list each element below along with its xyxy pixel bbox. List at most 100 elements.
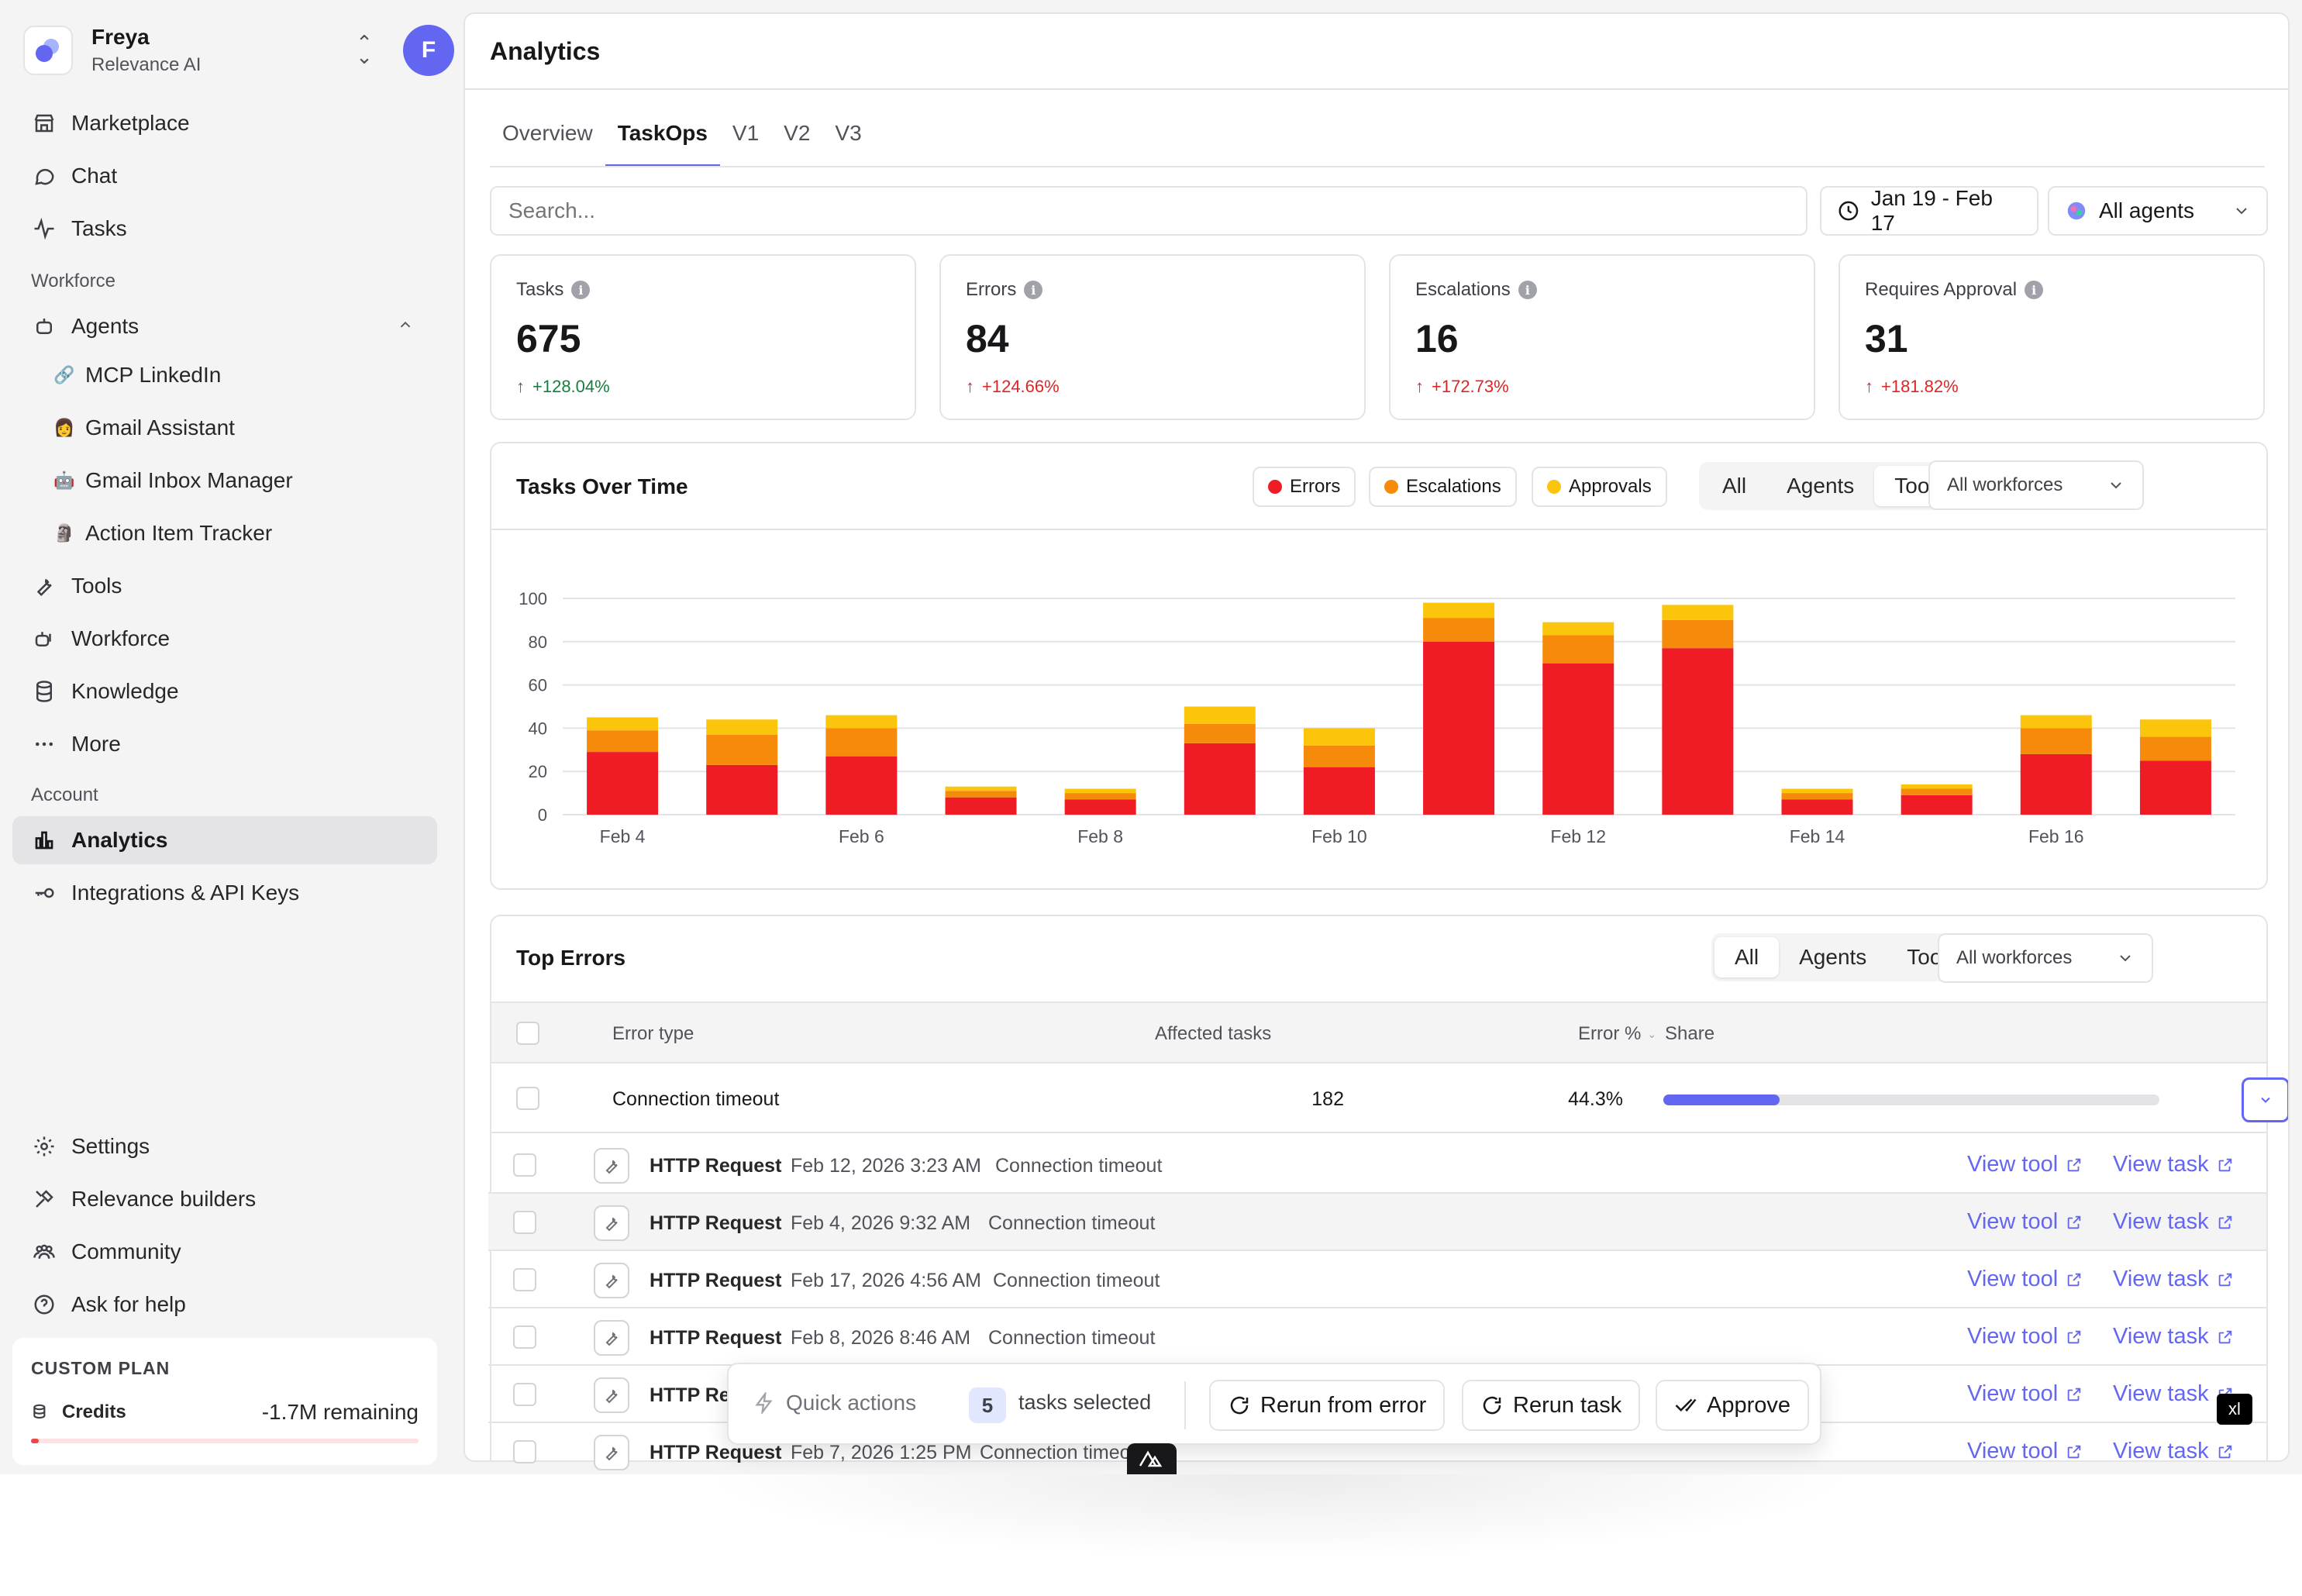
view-tool-link[interactable]: View tool — [1967, 1381, 2083, 1407]
sidebar-item-label: Relevance builders — [71, 1187, 257, 1211]
segment-all[interactable]: All — [1722, 474, 1747, 498]
sidebar-item-chat[interactable]: Chat — [12, 152, 437, 200]
agent-filter-select[interactable]: All agents — [2048, 186, 2268, 236]
bar-errors-feb-16 — [2020, 753, 2092, 815]
sidebar-item-community[interactable]: Community — [12, 1228, 437, 1276]
column-header-affected-tasks[interactable]: Affected tasks — [1155, 1023, 1272, 1044]
select-all-checkbox[interactable] — [516, 1022, 539, 1045]
view-tool-link[interactable]: View tool — [1967, 1209, 2083, 1235]
sidebar-item-marketplace[interactable]: Marketplace — [12, 99, 437, 147]
row-checkbox[interactable] — [513, 1325, 536, 1349]
date-range-button[interactable]: Jan 19 - Feb 17 — [1820, 186, 2038, 236]
view-task-link[interactable]: View task — [2113, 1267, 2234, 1292]
column-header-error-type[interactable]: Error type — [612, 1023, 694, 1044]
segment-all[interactable]: All — [1714, 937, 1780, 977]
table-row[interactable]: HTTP Request Feb 8, 2026 8:46 AM Connectio… — [488, 1308, 2266, 1366]
view-task-link[interactable]: View task — [2113, 1152, 2234, 1177]
view-tool-link[interactable]: View tool — [1967, 1267, 2083, 1292]
sidebar-item-tasks[interactable]: Tasks — [12, 205, 437, 253]
segment-agents[interactable]: Agents — [1799, 945, 1867, 969]
expand-row-button[interactable] — [2242, 1077, 2288, 1122]
view-tool-link[interactable]: View tool — [1967, 1439, 2083, 1464]
bar-errors-feb-14 — [1781, 799, 1853, 815]
row-checkbox[interactable] — [513, 1440, 536, 1463]
info-icon[interactable]: i — [1518, 281, 1537, 299]
org-switcher[interactable]: Freya Relevance AI ⌃ ⌄ F — [23, 23, 454, 78]
sidebar-item-agent-gmail-inbox-manager[interactable]: 🤖 Gmail Inbox Manager — [36, 457, 437, 505]
bar-escalations-feb-5 — [706, 734, 778, 765]
row-checkbox[interactable] — [513, 1383, 536, 1406]
kpi-label: Tasks — [516, 279, 564, 300]
search-input[interactable] — [490, 186, 1807, 236]
agent-filter-label: All agents — [2099, 198, 2194, 222]
sidebar-item-analytics[interactable]: Analytics — [12, 816, 437, 864]
error-group-row[interactable]: Connection timeout 182 44.3% — [491, 1063, 2288, 1133]
wrench-icon — [594, 1377, 629, 1413]
view-tool-link[interactable]: View tool — [1967, 1324, 2083, 1350]
tool-name: HTTP Request — [650, 1327, 782, 1349]
view-task-link[interactable]: View task — [2113, 1439, 2234, 1464]
row-checkbox[interactable] — [513, 1268, 536, 1291]
info-icon[interactable]: i — [1024, 281, 1043, 299]
table-row[interactable]: HTTP Request Feb 12, 2026 3:23 AM Connecti… — [488, 1136, 2266, 1194]
tab-v1[interactable]: V1 — [732, 121, 760, 145]
table-row[interactable]: HTTP Request Feb 17, 2026 4:56 AM Connecti… — [488, 1251, 2266, 1308]
sidebar-item-more[interactable]: More — [12, 720, 437, 768]
tools-icon — [31, 1186, 57, 1212]
run-date: Feb 17, 2026 4:56 AM — [791, 1270, 982, 1291]
tab-v2[interactable]: V2 — [784, 121, 811, 145]
external-link-icon — [2067, 1445, 2081, 1458]
rerun-task-button[interactable]: Rerun task — [1462, 1380, 1641, 1431]
chevron-up-down-icon[interactable]: ⌃ ⌄ — [356, 31, 373, 68]
sidebar-item-agent-gmail-assistant[interactable]: 👩 Gmail Assistant — [36, 404, 437, 452]
view-task-link[interactable]: View task — [2113, 1324, 2234, 1350]
sidebar-item-settings[interactable]: Settings — [12, 1122, 437, 1170]
sidebar-item-agents[interactable]: Agents — [12, 302, 437, 350]
column-header-error-pct[interactable]: Error % ⌄ — [1578, 1023, 1657, 1044]
info-icon[interactable]: i — [571, 281, 591, 299]
tab-taskops[interactable]: TaskOps — [605, 118, 721, 167]
tab-v3[interactable]: V3 — [835, 121, 862, 145]
sidebar-item-knowledge[interactable]: Knowledge — [12, 667, 437, 715]
sidebar-item-workforce[interactable]: Workforce — [12, 615, 437, 663]
external-link-icon — [2218, 1215, 2231, 1229]
sidebar-item-tools[interactable]: Tools — [12, 562, 437, 610]
refresh-icon — [1483, 1396, 1501, 1415]
nuxt-logo-icon — [1139, 1450, 1163, 1467]
bar-escalations-feb-6 — [825, 728, 898, 757]
tab-overview[interactable]: Overview — [502, 121, 593, 145]
sidebar-item-builders[interactable]: Relevance builders — [12, 1175, 437, 1223]
workforce-select[interactable]: All workforces — [1928, 460, 2144, 510]
row-checkbox[interactable] — [513, 1211, 536, 1234]
sidebar-item-help[interactable]: Ask for help — [12, 1281, 437, 1329]
legend-chip-errors[interactable]: Errors — [1253, 467, 1356, 507]
users-icon — [31, 1239, 57, 1265]
info-icon[interactable]: i — [2025, 281, 2044, 299]
table-row[interactable]: HTTP Request Feb 4, 2026 9:32 AM Connectio… — [488, 1194, 2266, 1251]
bar-escalations-feb-10 — [1303, 745, 1375, 767]
view-tool-link[interactable]: View tool — [1967, 1152, 2083, 1177]
activity-icon — [31, 215, 57, 242]
sidebar-item-agent-mcp-linkedin[interactable]: 🔗 MCP LinkedIn — [36, 351, 437, 399]
errors-workforce-select[interactable]: All workforces — [1938, 933, 2153, 983]
row-checkbox[interactable] — [516, 1087, 539, 1110]
approve-button[interactable]: Approve — [1656, 1380, 1810, 1431]
avatar[interactable]: F — [403, 25, 454, 76]
sidebar-item-agent-action-item-tracker[interactable]: 🗿 Action Item Tracker — [36, 509, 437, 557]
bar-approvals-feb-14 — [1781, 788, 1853, 794]
x-tick-label: Feb 14 — [1790, 826, 1845, 846]
page-title: Analytics — [490, 37, 601, 65]
view-task-link[interactable]: View task — [2113, 1381, 2234, 1407]
x-tick-label: Feb 4 — [600, 826, 646, 846]
rerun-from-error-button[interactable]: Rerun from error — [1209, 1380, 1446, 1431]
legend-chip-approvals[interactable]: Approvals — [1532, 467, 1667, 507]
chevron-up-icon[interactable] — [397, 316, 414, 333]
sidebar-item-integrations[interactable]: Integrations & API Keys — [12, 869, 437, 917]
row-checkbox[interactable] — [513, 1153, 536, 1177]
devtools-tab[interactable] — [1127, 1443, 1177, 1474]
workforce-select-label: All workforces — [1956, 947, 2073, 968]
view-task-link[interactable]: View task — [2113, 1209, 2234, 1235]
segment-agents[interactable]: Agents — [1787, 474, 1855, 498]
kpi-delta: ↑ +172.73% — [1415, 377, 1509, 396]
legend-chip-escalations[interactable]: Escalations — [1369, 467, 1517, 507]
